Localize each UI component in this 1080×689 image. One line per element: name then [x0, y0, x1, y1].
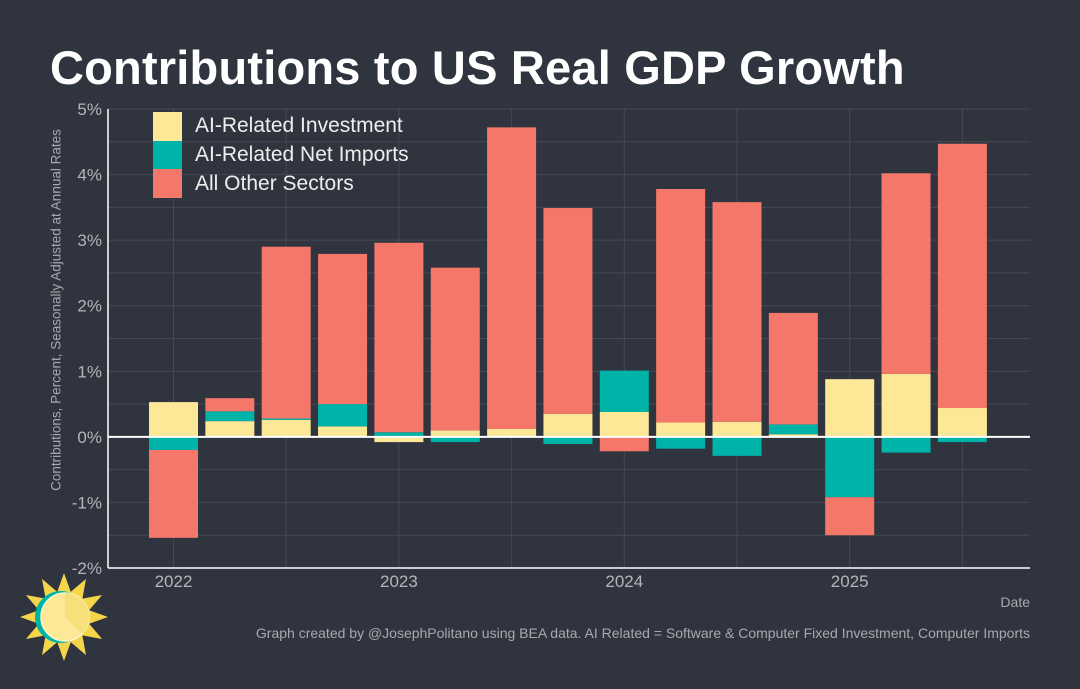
bar-other-sectors [712, 202, 762, 422]
bar-other-sectors [205, 398, 255, 412]
legend-item-other-sectors: All Other Sectors [153, 169, 409, 199]
bar-ai-imports [937, 436, 987, 443]
y-tick-label: 2% [77, 297, 102, 316]
bar-other-sectors [430, 267, 480, 431]
bar-ai-imports [599, 370, 649, 412]
bar-other-sectors [149, 449, 198, 538]
bar-ai-imports [825, 436, 875, 498]
bar-ai-imports [261, 418, 311, 420]
bar-other-sectors [374, 242, 424, 433]
bar-other-sectors [656, 188, 706, 423]
bar-other-sectors [487, 127, 537, 429]
x-axis-title: Date [1000, 594, 1030, 610]
bar-ai-investment [712, 421, 762, 437]
bar-ai-investment [149, 402, 198, 437]
legend-item-ai-imports: AI-Related Net Imports [153, 140, 409, 170]
bar-ai-imports [318, 404, 368, 427]
bar-ai-investment [937, 408, 987, 437]
bar-ai-imports [712, 436, 762, 456]
x-tick-label: 2022 [155, 572, 193, 591]
x-tick-label: 2023 [380, 572, 418, 591]
legend: AI-Related Investment AI-Related Net Imp… [153, 112, 409, 199]
bar-other-sectors [261, 246, 311, 419]
bar-ai-imports [768, 424, 818, 435]
legend-swatch [153, 140, 182, 170]
legend-swatch [153, 169, 182, 199]
y-tick-label: 1% [77, 362, 102, 381]
legend-swatch [153, 112, 182, 141]
y-tick-label: 0% [77, 428, 102, 447]
x-tick-label: 2024 [605, 572, 643, 591]
bar-ai-investment [261, 419, 311, 437]
bar-ai-investment [825, 379, 875, 437]
bar-ai-investment [768, 434, 818, 437]
bar-other-sectors [543, 208, 593, 414]
y-tick-label: 5% [77, 100, 102, 119]
y-tick-label: 3% [77, 231, 102, 250]
chart-title: Contributions to US Real GDP Growth [50, 41, 905, 94]
bar-other-sectors [881, 173, 931, 374]
bar-ai-imports [149, 436, 198, 450]
bar-ai-imports [430, 436, 480, 443]
bar-other-sectors [768, 312, 818, 425]
source-caption: Graph created by @JosephPolitano using B… [255, 625, 1030, 641]
bar-ai-investment [881, 373, 931, 437]
y-tick-label: -1% [72, 493, 102, 512]
bar-ai-imports [374, 432, 424, 437]
legend-item-ai-investment: AI-Related Investment [153, 112, 409, 141]
y-tick-label: -2% [72, 559, 102, 578]
bar-ai-investment [205, 421, 255, 437]
bar-ai-investment [374, 436, 424, 443]
bar-ai-investment [543, 413, 593, 437]
bar-ai-investment [656, 422, 706, 437]
bar-ai-investment [318, 426, 368, 437]
bar-other-sectors [937, 143, 987, 409]
sun-segment [65, 592, 90, 634]
bar-ai-investment [487, 428, 537, 437]
bar-ai-investment [430, 430, 480, 437]
x-tick-label: 2025 [831, 572, 869, 591]
bar-other-sectors [318, 253, 368, 405]
bar-ai-imports [543, 436, 593, 445]
bar-ai-imports [205, 411, 255, 422]
bar-ai-imports [881, 436, 931, 453]
y-tick-label: 4% [77, 166, 102, 185]
bar-other-sectors [825, 497, 875, 536]
sun-icon [20, 573, 108, 661]
bar-other-sectors [599, 436, 649, 452]
bar-ai-imports [656, 436, 706, 449]
bar-ai-investment [599, 411, 649, 437]
